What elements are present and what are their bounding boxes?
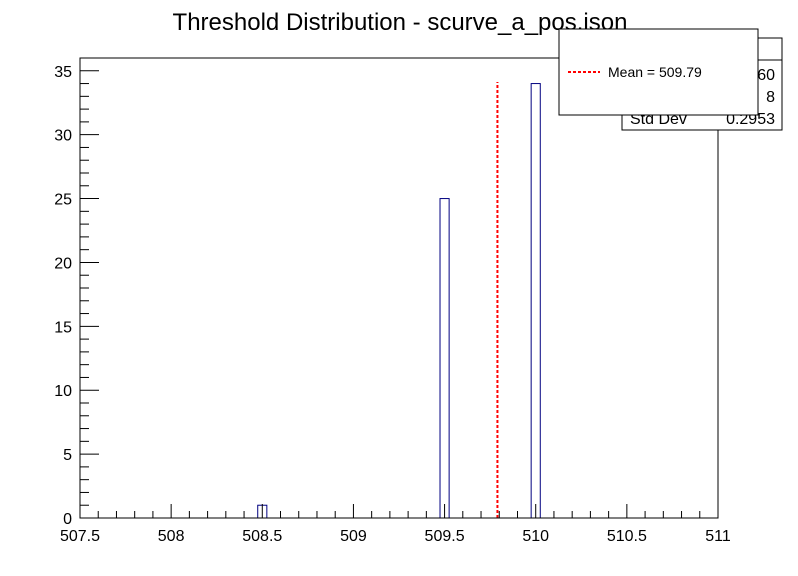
y-tick-label: 20 (54, 255, 72, 272)
y-tick-label: 25 (54, 192, 72, 209)
stats-entries-value: 60 (757, 67, 775, 84)
x-tick-label: 511 (705, 528, 731, 545)
plot-frame (79, 57, 719, 519)
legend: Mean = 509.79 (558, 28, 759, 116)
x-tick-label: 510 (522, 528, 549, 545)
y-tick-label: 15 (54, 319, 72, 336)
x-tick-label: 509 (340, 528, 367, 545)
y-tick-label: 10 (54, 383, 72, 400)
histogram-bar-1 (439, 198, 450, 519)
y-tick-label: 30 (54, 128, 72, 145)
x-tick-label: 508.5 (242, 528, 282, 545)
legend-mean-label: Mean = 509.79 (608, 64, 702, 80)
tick-label-group: 507.5 508 508.5 509 509.5 510 510.5 51105101520… (54, 64, 731, 545)
x-tick-label: 508 (158, 528, 185, 545)
y-tick-label: 0 (63, 511, 72, 528)
x-tick-label: 510.5 (607, 528, 647, 545)
y-tick-label: 35 (54, 64, 72, 81)
stats-mean-value: 8 (766, 89, 775, 106)
x-tick-label: 509.5 (425, 528, 465, 545)
y-tick-label: 5 (63, 447, 72, 464)
histogram-bar-2 (530, 83, 541, 519)
chart-title: Threshold Distribution - scurve_a_pos.js… (173, 9, 628, 36)
x-tick-label: 507.5 (60, 528, 100, 545)
